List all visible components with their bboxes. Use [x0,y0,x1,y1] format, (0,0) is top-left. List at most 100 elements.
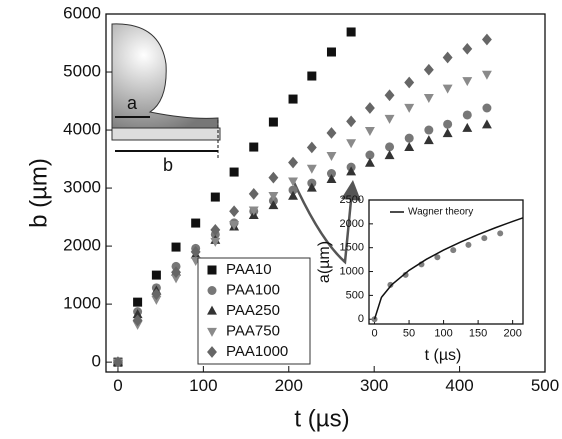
x-tick-label: 0 [371,327,377,339]
legend-label: PAA250 [226,302,280,319]
x-tick-label: 300 [360,376,388,395]
marker [268,117,278,127]
marker [462,42,473,55]
marker [210,237,221,247]
marker [346,27,356,37]
marker [404,142,415,152]
y-tick-label: 1000 [63,294,101,313]
marker [385,142,395,152]
marker [190,246,201,258]
marker [268,171,279,184]
legend-marker [207,346,217,358]
marker [481,235,488,242]
marker [307,71,317,81]
marker [442,51,453,64]
marker [171,266,181,279]
y-tick-label: 4000 [63,120,101,139]
legend-box [197,257,311,365]
marker [404,133,414,143]
marker [364,157,375,167]
marker [326,169,336,179]
arrow [290,177,361,265]
legend-label: Wagner theory [408,207,473,218]
marker [423,135,434,145]
marker [229,167,239,177]
schematic-label: b [163,155,173,175]
y-tick-label: 500 [346,289,364,301]
legend-marker [207,265,217,275]
y-tick-label: 1000 [340,265,364,277]
marker [450,247,457,254]
inset-x-axis-label: t (µs) [425,347,462,364]
marker [481,33,492,46]
marker [482,103,492,113]
x-tick-label: 100 [434,327,452,339]
marker [497,230,504,237]
marker [288,177,298,187]
y-tick-label: 2000 [340,218,364,230]
marker [288,156,298,169]
marker [248,188,259,200]
marker [402,271,409,278]
plot-frame [368,199,524,325]
marker [191,218,201,228]
marker [443,119,453,129]
marker [151,288,162,301]
marker [268,192,279,202]
y-tick-label: 1500 [340,242,364,254]
x-axis-label: t (µs) [294,405,349,432]
marker [268,200,279,210]
line [373,217,524,320]
y-axis-label: b (µm) [25,158,52,228]
marker [210,223,221,236]
marker [465,241,472,248]
y-tick-label: 0 [92,352,101,371]
legend-marker [207,286,217,295]
marker [462,110,472,120]
marker [364,127,375,137]
marker [384,150,395,160]
marker [387,281,394,288]
legend-label: PAA10 [226,261,272,278]
marker [151,270,161,280]
y-tick-label: 2500 [340,194,364,206]
x-tick-label: 0 [113,376,122,395]
marker [171,274,181,284]
y-tick-label: 6000 [63,3,101,22]
x-tick-label: 400 [445,376,473,395]
y-tick-label: 3000 [63,178,101,197]
marker [248,206,259,216]
marker [133,297,143,307]
marker [462,77,473,87]
marker [326,151,337,161]
marker [229,205,240,218]
marker [326,47,336,57]
x-tick-label: 200 [275,376,303,395]
marker [113,356,123,368]
x-tick-label: 100 [189,376,217,395]
marker [306,182,317,192]
marker [346,139,357,149]
marker [462,122,473,132]
x-tick-label: 150 [469,327,487,339]
legend-marker [207,305,217,315]
schematic [111,23,221,158]
x-tick-label: 200 [503,327,521,339]
legend-label: PAA1000 [226,343,288,360]
marker [424,125,434,135]
marker [442,128,453,138]
marker [442,84,453,94]
legend-label: PAA100 [226,281,280,298]
marker [288,185,298,195]
marker [404,103,415,113]
plot-frame [105,13,546,373]
marker [423,63,434,76]
marker [326,173,337,183]
marker [434,254,441,261]
marker [481,119,492,129]
marker [423,93,434,103]
x-tick-label: 500 [531,376,559,395]
marker [481,70,492,80]
y-tick-label: 5000 [63,62,101,81]
